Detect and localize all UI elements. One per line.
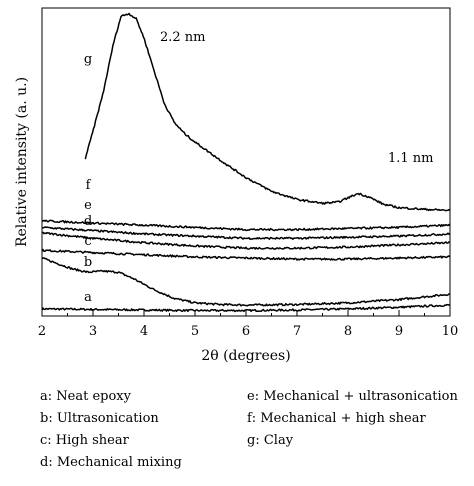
annotation-2-2-nm: 2.2 nm — [160, 30, 206, 45]
legend-entry-f: f: Mechanical + high shear — [247, 411, 426, 426]
x-axis-title: 2θ (degrees) — [201, 348, 290, 364]
series-line-c — [41, 248, 451, 261]
x-tick-label: 3 — [89, 324, 97, 339]
legend-entry-a: a: Neat epoxy — [40, 389, 131, 404]
series-line-a — [41, 303, 451, 313]
x-tick-label: 9 — [395, 324, 403, 339]
series-label-e: e — [84, 198, 92, 213]
series-line-d — [41, 231, 451, 250]
series-label-f: f — [86, 178, 92, 193]
legend-entry-d: d: Mechanical mixing — [40, 455, 182, 470]
x-axis-ticks: 2 3 4 5 6 7 8 9 10 — [38, 310, 458, 339]
legend-entry-e: e: Mechanical + ultrasonication — [247, 389, 458, 404]
x-tick-label: 4 — [140, 324, 148, 339]
series-line-f — [41, 219, 451, 232]
series-label-b: b — [84, 255, 92, 270]
series-label-a: a — [84, 290, 92, 305]
series-label-g: g — [84, 52, 92, 67]
annotation-1-1-nm: 1.1 nm — [388, 151, 434, 166]
x-tick-label: 2 — [38, 324, 46, 339]
series-line-g — [84, 12, 451, 212]
legend-entry-c: c: High shear — [40, 433, 129, 448]
legend-entry-b: b: Ultrasonication — [40, 411, 159, 426]
x-tick-label: 7 — [293, 324, 301, 339]
x-tick-label: 5 — [191, 324, 199, 339]
legend-right-column: e: Mechanical + ultrasonication f: Mecha… — [247, 386, 458, 452]
series-line-b — [41, 257, 451, 307]
x-tick-label: 10 — [442, 324, 459, 339]
legend-entry-g: g: Clay — [247, 433, 294, 448]
series-line-e — [41, 226, 451, 241]
legend-left-column: a: Neat epoxy b: Ultrasonication c: High… — [40, 386, 182, 474]
series-label-c: c — [84, 234, 91, 249]
x-tick-label: 6 — [242, 324, 250, 339]
x-tick-label: 8 — [344, 324, 352, 339]
y-axis-title: Relative intensity (a. u.) — [14, 77, 30, 247]
